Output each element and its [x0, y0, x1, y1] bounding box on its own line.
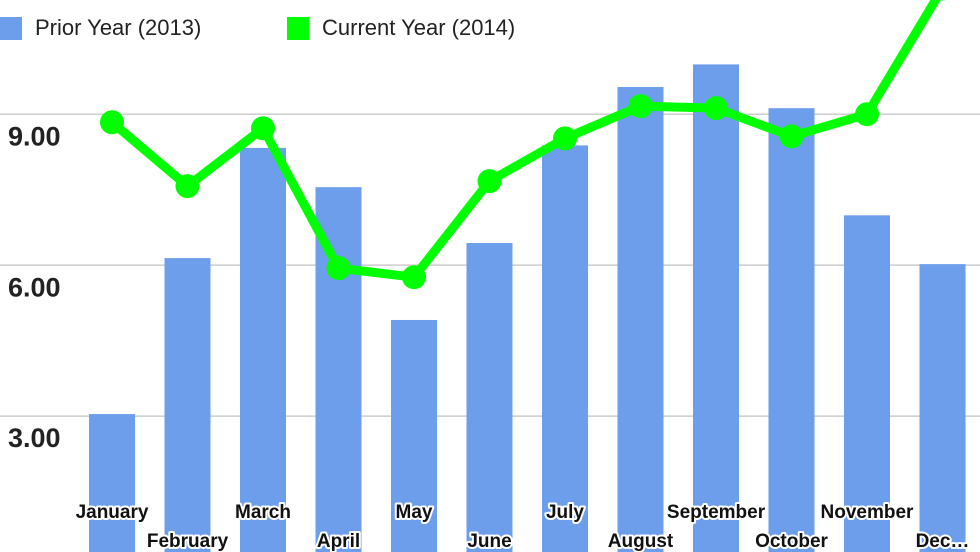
bar — [89, 414, 135, 552]
x-tick-label: August — [608, 531, 674, 552]
bar — [617, 87, 664, 552]
bar — [466, 243, 513, 552]
y-tick-label: 9.00 — [8, 121, 61, 151]
x-tick-label: March — [235, 502, 291, 523]
line-point — [855, 102, 879, 127]
x-tick-label: Dec… — [916, 531, 970, 552]
bar — [164, 258, 211, 552]
bar — [768, 108, 815, 552]
line-point — [402, 265, 426, 290]
legend-swatch — [0, 17, 22, 40]
x-tick-label: July — [546, 502, 584, 523]
bar — [844, 215, 890, 552]
line — [109, 0, 941, 282]
line-point — [251, 116, 275, 141]
bar — [391, 319, 437, 552]
line-point — [326, 256, 351, 281]
line-point — [175, 174, 200, 199]
bar — [240, 147, 286, 552]
x-tick-label: February — [147, 531, 229, 552]
line-point — [704, 96, 728, 121]
line-point — [477, 169, 502, 194]
x-tick-label: April — [317, 531, 360, 552]
x-tick-label: January — [76, 502, 149, 523]
line-point — [779, 124, 804, 149]
y-tick-label: 3.00 — [8, 423, 61, 453]
legend-label: Current Year (2014) — [322, 15, 515, 40]
line-point — [628, 94, 653, 119]
x-tick-label: June — [467, 531, 511, 552]
line-point — [553, 126, 577, 151]
legend-swatch — [287, 17, 309, 40]
bar — [542, 145, 588, 552]
x-tick-label: May — [396, 502, 433, 523]
bar — [919, 264, 966, 552]
bar — [693, 64, 739, 552]
x-tick-label: October — [755, 531, 828, 552]
x-tick-label: September — [667, 502, 766, 523]
legend-label: Prior Year (2013) — [35, 15, 201, 40]
y-tick-label: 6.00 — [8, 272, 61, 302]
x-tick-label: November — [821, 502, 915, 523]
line-point — [100, 110, 124, 135]
